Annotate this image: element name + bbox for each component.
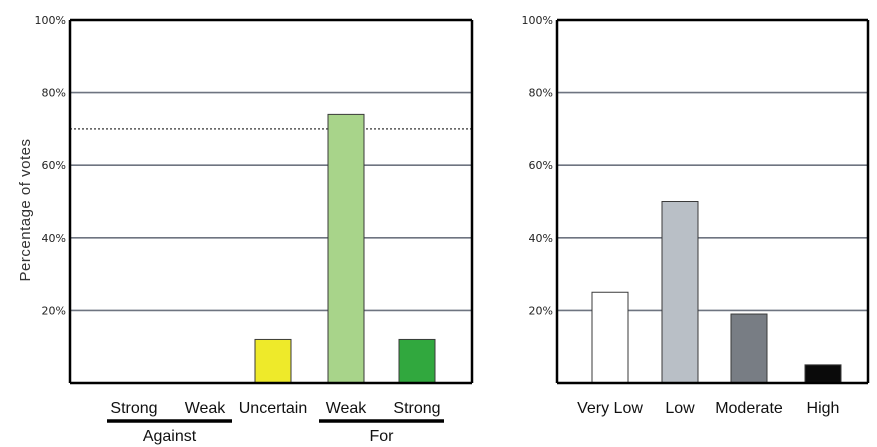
plot-frame: [555, 18, 870, 385]
y-tick-label: 20%: [42, 304, 66, 317]
y-tick-label: 40%: [529, 232, 553, 245]
y-tick-label: 100%: [35, 14, 66, 27]
y-tick-label: 20%: [529, 304, 553, 317]
group-label: For: [370, 428, 395, 445]
gridlines: [70, 91, 472, 312]
level-chart: 20% 40% 60% 80% 100% Very Low Low Moderate High: [522, 14, 870, 417]
y-tick-labels: 20% 40% 60% 80% 100%: [35, 14, 66, 317]
x-tick-label: Weak: [185, 400, 227, 417]
x-tick-labels: Strong Weak Uncertain Weak Strong: [110, 400, 440, 417]
bars: [591, 201, 842, 384]
x-tick-label: Uncertain: [239, 400, 307, 417]
y-tick-label: 40%: [42, 232, 66, 245]
x-tick-label: Strong: [393, 400, 440, 417]
x-tick-label: Strong: [110, 400, 157, 417]
bar: [804, 364, 842, 384]
votes-chart: Percentage of votes 20% 40% 60% 80% 100% Str…: [17, 14, 474, 445]
bar: [730, 313, 768, 384]
y-tick-label: 100%: [522, 14, 553, 27]
y-tick-label: 80%: [42, 87, 66, 100]
x-tick-label: High: [807, 400, 840, 417]
plot-frame: [68, 18, 474, 385]
y-axis-label: Percentage of votes: [17, 139, 34, 282]
x-tick-label: Very Low: [577, 400, 643, 417]
bar: [591, 291, 629, 384]
group-label: Against: [143, 428, 197, 445]
bar: [661, 201, 699, 384]
bar: [327, 113, 365, 384]
x-tick-labels: Very Low Low Moderate High: [577, 400, 839, 417]
y-tick-label: 60%: [529, 159, 553, 172]
bar: [254, 338, 292, 384]
x-tick-label: Weak: [326, 400, 368, 417]
x-tick-label: Moderate: [715, 400, 783, 417]
bars: [254, 113, 436, 384]
x-tick-label: Low: [665, 400, 695, 417]
bar: [398, 338, 436, 384]
y-tick-label: 80%: [529, 87, 553, 100]
y-tick-label: 60%: [42, 159, 66, 172]
gridlines: [557, 91, 868, 312]
group-labels: Against For: [107, 419, 444, 445]
y-tick-labels: 20% 40% 60% 80% 100%: [522, 14, 553, 317]
